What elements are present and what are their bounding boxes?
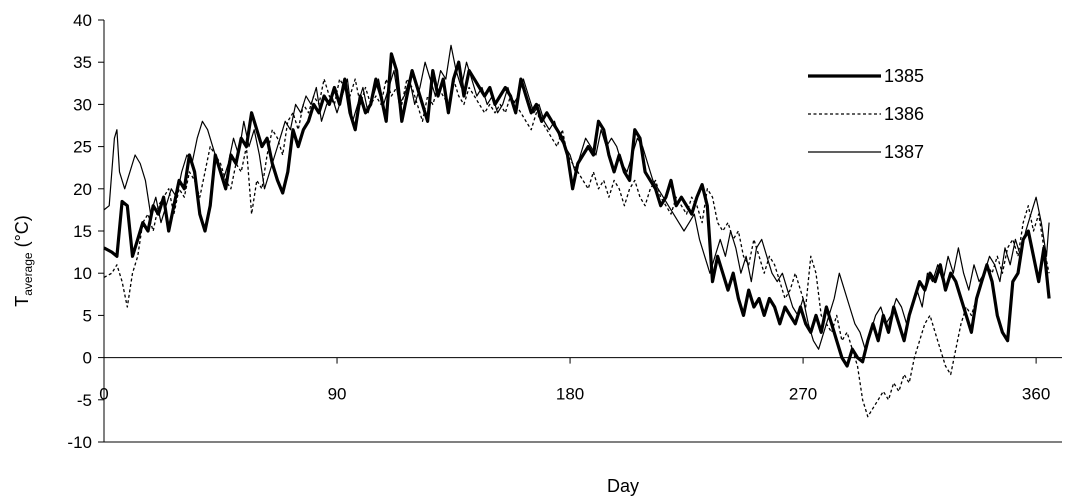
legend-label-1387: 1387 xyxy=(884,142,924,162)
y-tick-label: 40 xyxy=(73,11,92,30)
y-tick-label: 25 xyxy=(73,138,92,157)
series-line-1387 xyxy=(103,44,1050,350)
x-axis-ticks: 0 90 180 270 360 xyxy=(99,357,1050,404)
y-tick-label: 0 xyxy=(83,349,92,368)
x-tick-label: 90 xyxy=(328,385,347,404)
y-tick-label: 15 xyxy=(73,222,92,241)
legend: 1385 1386 1387 xyxy=(808,66,924,162)
y-tick-label: 30 xyxy=(73,95,92,114)
y-tick-label: 20 xyxy=(73,180,92,199)
y-tick-label: 35 xyxy=(73,53,92,72)
y-axis-ticks: -10 -5 0 5 10 15 20 25 30 35 40 xyxy=(67,11,104,452)
x-tick-label: 360 xyxy=(1022,385,1050,404)
y-axis-title: Taverage (°C) xyxy=(12,215,35,307)
y-tick-label: 5 xyxy=(83,306,92,325)
y-axis-title-subscript: average xyxy=(21,252,35,296)
y-axis-title-main: T xyxy=(12,296,32,307)
legend-label-1385: 1385 xyxy=(884,66,924,86)
y-axis-title-unit: (°C) xyxy=(12,215,32,252)
series-layer xyxy=(103,44,1051,418)
x-tick-label: 180 xyxy=(556,385,584,404)
x-axis-title: Day xyxy=(607,476,639,496)
legend-label-1386: 1386 xyxy=(884,104,924,124)
series-line-1385 xyxy=(103,52,1051,368)
y-tick-label: -5 xyxy=(77,391,92,410)
series-line-1386 xyxy=(103,78,1050,418)
y-tick-label: 10 xyxy=(73,264,92,283)
x-tick-label: 270 xyxy=(789,385,817,404)
y-tick-label: -10 xyxy=(67,433,92,452)
x-tick-label: 0 xyxy=(99,385,108,404)
